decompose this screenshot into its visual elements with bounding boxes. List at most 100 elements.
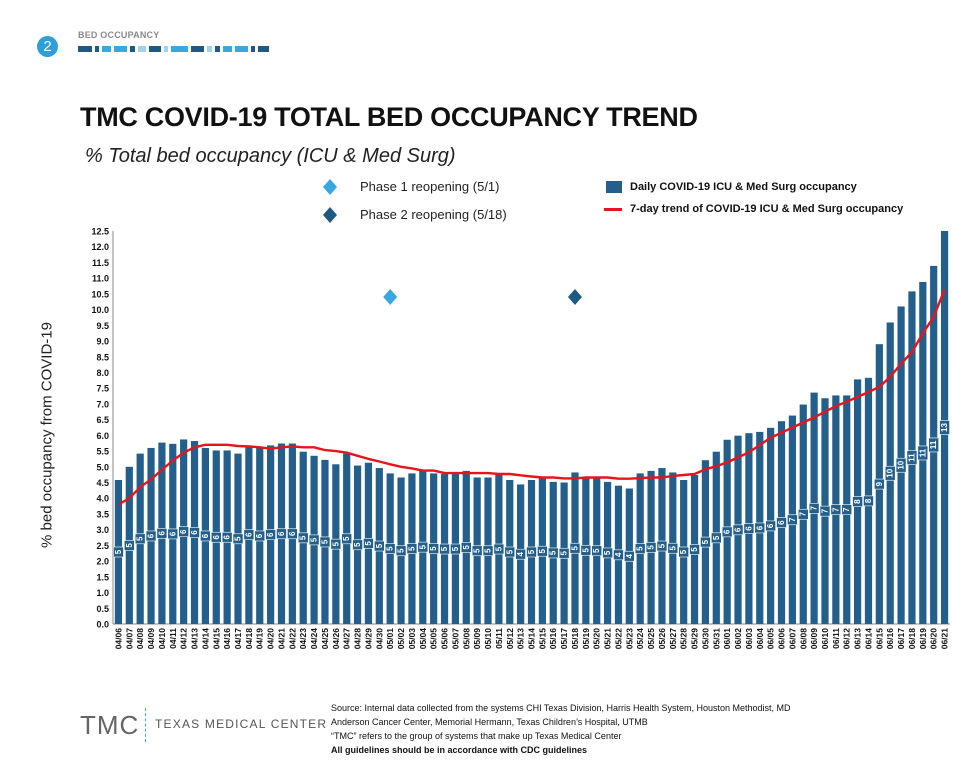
data-label: 5 — [505, 549, 514, 554]
strip-segment — [235, 46, 248, 52]
bar-chart: 0.0 0.5 1.0 1.5 2.0 2.5 3.0 3.5 4.0 4.5 5.0 5.5 6.0 6… — [91, 227, 950, 650]
data-label-box — [547, 547, 559, 559]
data-label-box — [232, 533, 244, 545]
x-tick-label: 05/10 — [483, 628, 493, 650]
y-tick-label: 0.5 — [96, 604, 109, 614]
data-label-box — [776, 517, 787, 528]
data-label-box — [700, 536, 711, 548]
data-label: 5 — [462, 545, 471, 550]
legend-phase1: Phase 1 reopening (5/1) — [360, 179, 500, 194]
data-label-box — [471, 545, 483, 557]
data-label: 5 — [701, 539, 710, 544]
data-label-box — [417, 541, 429, 553]
data-label-box — [787, 514, 798, 526]
x-tick-label: 05/31 — [711, 628, 721, 650]
strip-segment — [114, 46, 127, 52]
source-line-4: All guidelines should be in accordance w… — [331, 745, 588, 755]
x-tick-label: 05/26 — [657, 628, 667, 650]
data-label: 6 — [244, 532, 253, 537]
data-label-box — [580, 544, 592, 556]
data-label: 6 — [201, 533, 210, 538]
data-label-box — [395, 545, 407, 557]
x-tick-label: 06/04 — [755, 628, 765, 650]
data-label-box — [602, 547, 613, 559]
x-tick-label: 04/24 — [309, 628, 319, 650]
x-tick-label: 05/09 — [472, 628, 482, 650]
data-label-box — [439, 543, 450, 555]
data-label: 5 — [473, 548, 482, 553]
data-label: 5 — [636, 546, 645, 551]
data-label-box — [450, 543, 461, 555]
x-tick-label: 06/17 — [896, 628, 906, 650]
x-tick-label: 04/09 — [146, 628, 156, 650]
x-tick-label: 06/21 — [940, 628, 950, 650]
data-label-box — [504, 546, 516, 558]
data-label-box — [145, 530, 157, 542]
x-tick-label: 04/16 — [222, 628, 232, 650]
data-label: 5 — [440, 546, 449, 551]
source-line-2: Anderson Cancer Center, Memorial Hermann… — [331, 717, 648, 727]
data-label-box — [874, 478, 885, 490]
y-tick-label: 6.0 — [96, 431, 109, 441]
x-tick-label: 05/19 — [581, 628, 591, 650]
data-label: 7 — [842, 507, 851, 512]
legend-diamonds — [323, 179, 337, 223]
x-tick-label: 06/10 — [820, 628, 830, 650]
data-label-box — [189, 527, 200, 538]
y-tick-label: 8.0 — [96, 368, 109, 378]
data-label: 7 — [810, 506, 819, 511]
data-label-box — [178, 526, 189, 538]
data-label: 5 — [418, 544, 427, 549]
y-tick-label: 4.0 — [96, 494, 109, 504]
data-label-box — [352, 539, 363, 551]
x-tick-label: 06/16 — [885, 628, 895, 650]
data-label-box — [124, 540, 135, 551]
data-label: 4 — [625, 553, 634, 558]
data-label: 5 — [657, 543, 666, 548]
data-label: 5 — [690, 547, 699, 552]
data-label: 6 — [168, 531, 177, 536]
data-label: 8 — [853, 499, 862, 504]
y-tick-label: 3.0 — [96, 525, 109, 535]
phase1-marker — [383, 289, 398, 306]
strip-segment — [130, 46, 135, 52]
data-label-box — [287, 528, 298, 540]
data-label: 7 — [799, 512, 808, 517]
data-label-box — [939, 420, 950, 435]
x-tick-label: 04/11 — [168, 628, 178, 649]
x-tick-label: 06/08 — [798, 628, 808, 650]
data-label: 5 — [560, 550, 569, 555]
x-tick-label: 04/10 — [157, 628, 167, 650]
x-tick-label: 05/07 — [450, 628, 460, 650]
x-tick-label: 05/12 — [505, 628, 515, 650]
data-label-box — [319, 536, 331, 548]
x-tick-label: 05/21 — [603, 628, 613, 650]
data-label-box — [374, 540, 385, 552]
data-label: 5 — [331, 541, 340, 546]
data-label: 5 — [570, 545, 579, 550]
legend-bar-swatch — [606, 181, 622, 193]
data-label: 5 — [603, 550, 612, 555]
y-tick-label: 7.0 — [96, 399, 109, 409]
x-tick-label: 06/19 — [918, 628, 928, 650]
data-label-box — [754, 522, 766, 534]
data-label: 5 — [375, 543, 384, 548]
x-tick-label: 05/27 — [668, 628, 678, 650]
trend-line — [117, 289, 946, 506]
data-label: 5 — [320, 539, 329, 544]
data-label: 6 — [755, 525, 764, 530]
x-tick-label: 06/03 — [744, 628, 754, 650]
data-label-box — [721, 526, 733, 538]
legend-phase2: Phase 2 reopening (5/18) — [360, 207, 507, 222]
data-label-box — [482, 545, 494, 557]
data-label-box — [645, 542, 657, 553]
x-tick-label: 04/08 — [135, 628, 145, 650]
x-tick-label: 05/29 — [690, 628, 700, 650]
data-label-box — [265, 529, 276, 541]
data-label: 5 — [679, 549, 688, 554]
data-label: 5 — [592, 548, 601, 553]
data-label: 8 — [864, 498, 873, 503]
phase2-diamond-icon — [323, 207, 337, 223]
strip-segment — [215, 46, 220, 52]
data-label-box — [591, 545, 603, 557]
